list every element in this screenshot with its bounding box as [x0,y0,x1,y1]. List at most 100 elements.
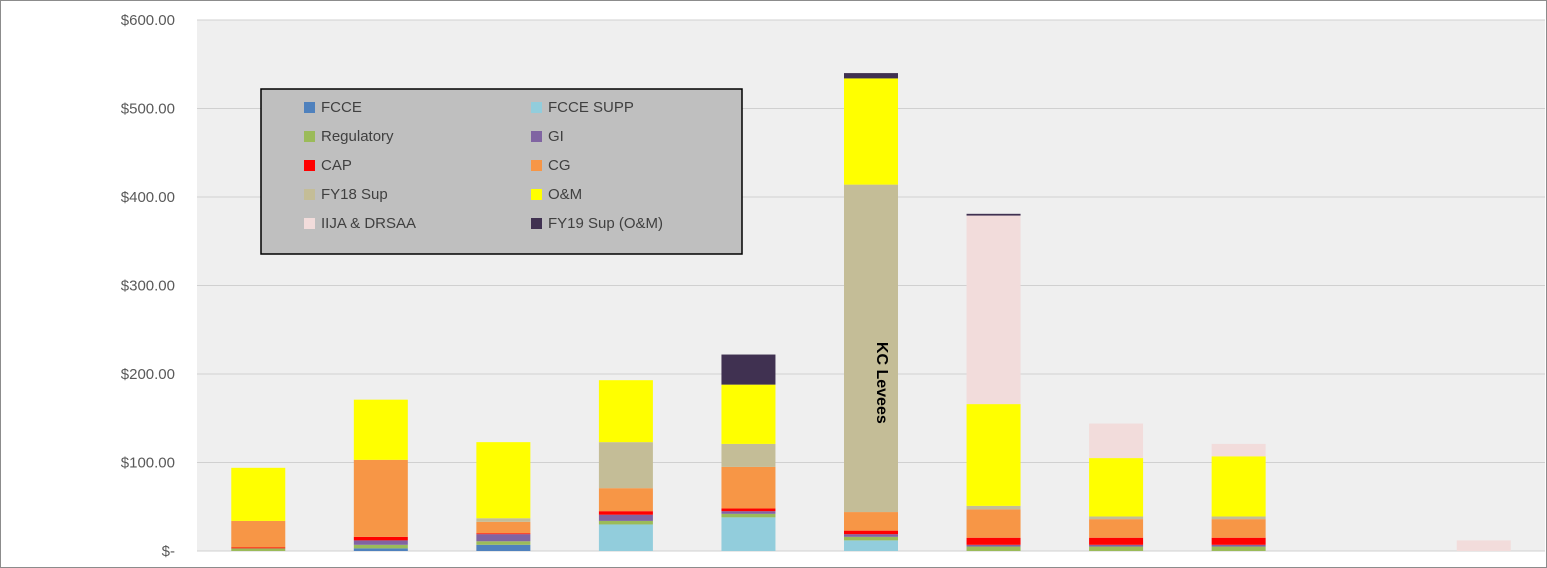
legend-swatch [304,131,315,142]
bar-segment-regulatory [353,544,408,549]
bar-stack [231,467,286,551]
bar-segment-regulatory [598,520,653,525]
bar-segment-regulatory [966,546,1021,551]
y-tick-label: $- [162,543,175,560]
bar-segment-cg [1211,519,1266,538]
bar-segment-o-m [844,78,898,185]
bar-segment-fy18-sup [598,442,653,489]
legend-item: FY18 Sup [304,186,388,203]
bar-segment-cg [721,466,776,509]
bar-segment-cg [844,512,898,531]
legend-swatch [531,160,542,171]
bar-stacks [231,73,1511,551]
legend-label: FY18 Sup [321,186,388,203]
y-tick-label: $500.00 [121,101,175,118]
legend-item: FCCE [304,99,362,116]
bar-segment-gi [721,511,776,514]
bar-segment-gi [1089,544,1144,547]
bar-segment-iija-drsaa [966,215,1021,405]
y-tick-label: $200.00 [121,366,175,383]
bar-segment-fy19-sup-o-m [966,213,1021,216]
bar-segment-fy18-sup [1211,516,1266,520]
y-tick-label: $400.00 [121,189,175,206]
bar-segment-cap [476,533,531,535]
y-axis-tick-labels: $- $100.00 $200.00 $300.00 $400.00 $500.00 $60… [121,12,175,560]
legend-swatch [531,102,542,113]
legend-item: Regulatory [304,128,394,145]
bar-segment-gi [844,534,898,537]
bar-segment-cg [966,509,1021,538]
bar-segment-gi [476,534,531,542]
bar-segment-o-m [598,380,653,443]
legend-swatch [304,218,315,229]
y-tick-label: $600.00 [121,12,175,29]
legend-label: CG [548,157,571,174]
legend-swatch [531,218,542,229]
bar-segment-o-m [1211,456,1266,517]
bar-segment-regulatory [721,513,776,518]
bar-stack [353,399,408,551]
bar-segment-regulatory [1089,546,1144,551]
legend-swatch [304,160,315,171]
bar-segment-iija-drsaa [1211,443,1266,457]
bar-segment-fy18-sup [476,518,531,522]
bar-segment-o-m [721,384,776,444]
legend-label: FCCE [321,99,362,116]
legend-label: IIJA & DRSAA [321,215,416,232]
y-tick-label: $300.00 [121,278,175,295]
bar-segment-gi [1211,544,1266,547]
bar-segment-regulatory [231,548,286,551]
bar-segment-cap [1211,537,1266,545]
bar-segment-gi [598,514,653,521]
bar-stack [476,442,531,551]
bar-segment-fy19-sup-o-m [721,354,776,385]
bar-segment-regulatory [844,536,898,541]
legend-label: CAP [321,157,352,174]
bar-stack [844,73,898,551]
bar-segment-iija-drsaa [1089,423,1144,459]
bar-segment-cap [966,537,1021,545]
bar-segment-fcce [353,548,408,551]
bar-segment-cg [476,521,531,534]
legend-item: CG [531,157,571,174]
bar-segment-regulatory [1211,546,1266,551]
bar-segment-fy18-sup [1089,516,1144,520]
legend-label: FY19 Sup (O&M) [548,215,663,232]
annotation-label: KC Levees [873,342,890,424]
bar-stack [966,213,1021,551]
bar-segment-regulatory [476,541,531,545]
bar-segment-cap [1089,537,1144,545]
bar-segment-fcce [476,544,531,551]
legend-label: Regulatory [321,128,394,145]
legend-swatch [304,189,315,200]
bar-segment-gi [353,540,408,545]
legend-label: O&M [548,186,582,203]
bar-stack [1456,540,1511,551]
bar-segment-gi [966,544,1021,547]
legend-box [260,88,743,255]
legend-item: O&M [531,186,582,203]
legend-item: FY19 Sup (O&M) [531,215,663,232]
legend-item: IIJA & DRSAA [304,215,416,232]
y-tick-label: $100.00 [121,455,175,472]
bar-segment-cap [353,536,408,541]
legend-item: CAP [304,157,352,174]
bar-segment-o-m [966,404,1021,506]
annotations: KC Levees [873,342,890,424]
bar-segment-iija-drsaa [1456,540,1511,551]
bar-segment-fy19-sup-o-m [844,73,898,79]
bar-segment-cap [844,530,898,535]
bar-segment-fy18-sup [721,443,776,467]
legend-label: GI [548,128,564,145]
bar-segment-cg [231,520,286,548]
bar-segment-fy18-sup [966,505,1021,510]
legend-swatch [531,131,542,142]
bar-segment-cap [231,547,286,549]
legend-swatch [304,102,315,113]
legend-label: FCCE SUPP [548,99,634,116]
legend-swatch [531,189,542,200]
bar-stack [598,380,653,551]
legend: FCCE FCCE SUPP Regulatory GI CAP CG FY18 Sup O&… [260,88,743,255]
bar-segment-cap [598,511,653,515]
